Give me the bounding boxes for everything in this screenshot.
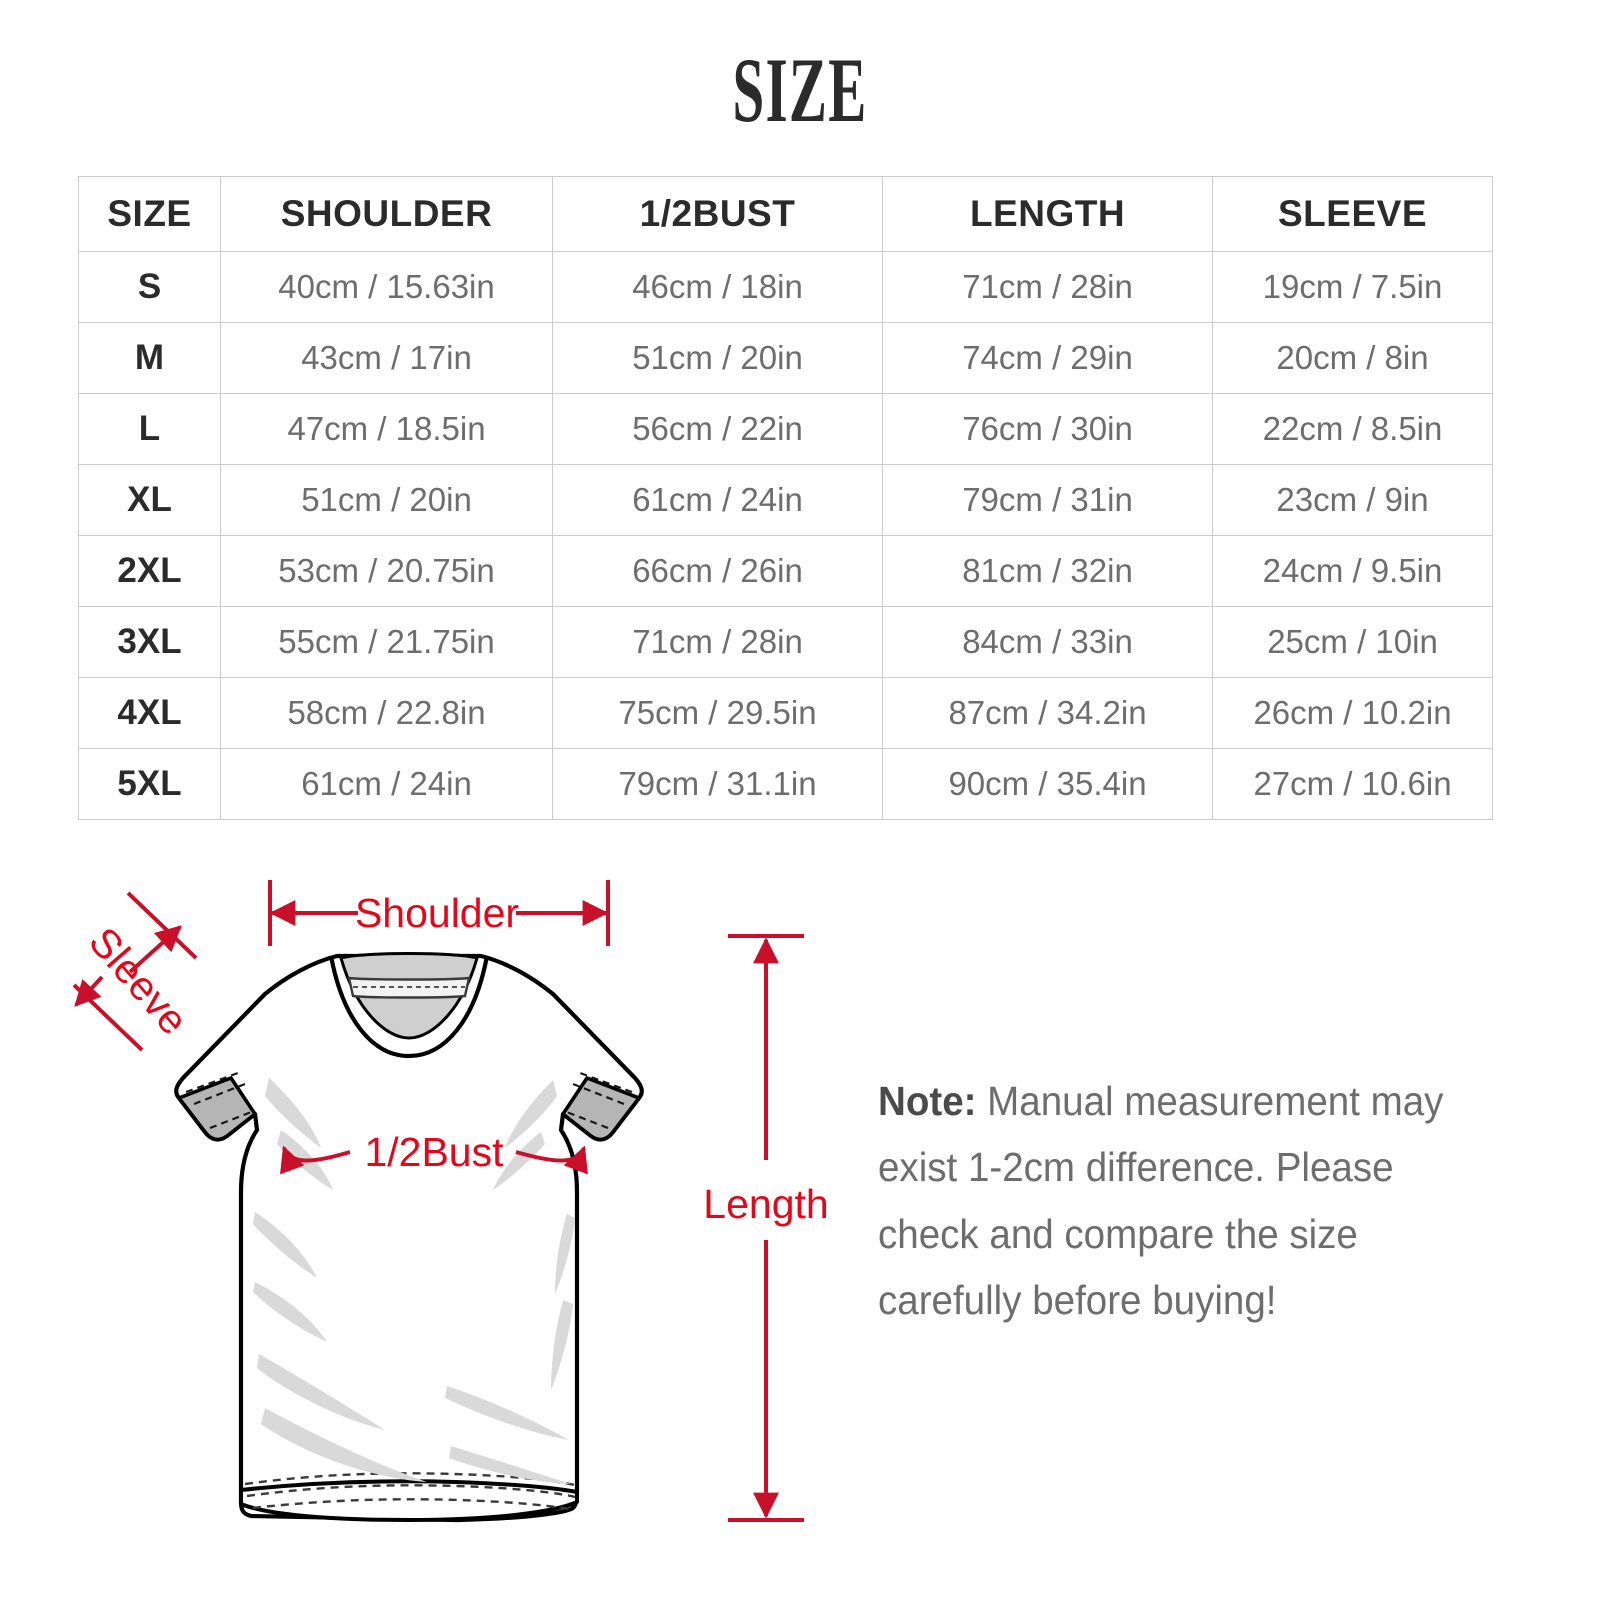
cell-bust: 75cm / 29.5in xyxy=(552,677,883,749)
cell-length: 76cm / 30in xyxy=(882,393,1213,465)
cell-sleeve: 19cm / 7.5in xyxy=(1212,251,1493,323)
table-row: 3XL 55cm / 21.75in 71cm / 28in 84cm / 33… xyxy=(78,606,1493,678)
table-row: S 40cm / 15.63in 46cm / 18in 71cm / 28in… xyxy=(78,251,1493,323)
table-row: XL 51cm / 20in 61cm / 24in 79cm / 31in 2… xyxy=(78,464,1493,536)
column-header-bust: 1/2BUST xyxy=(552,176,883,252)
cell-length: 90cm / 35.4in xyxy=(882,748,1213,820)
shoulder-dimension xyxy=(268,880,610,946)
measurement-diagram: Shoulder Sleeve 1/2Bust Length Note: Man… xyxy=(0,830,1600,1600)
tshirt-illustration xyxy=(174,952,644,1523)
cell-shoulder: 61cm / 24in xyxy=(220,748,553,820)
cell-bust: 61cm / 24in xyxy=(552,464,883,536)
fabric-wrinkles xyxy=(253,1078,575,1484)
cell-shoulder: 58cm / 22.8in xyxy=(220,677,553,749)
column-header-size: SIZE xyxy=(78,176,221,252)
cell-sleeve: 20cm / 8in xyxy=(1212,322,1493,394)
cell-size: S xyxy=(78,251,221,323)
table-row: L 47cm / 18.5in 56cm / 22in 76cm / 30in … xyxy=(78,393,1493,465)
measurement-note: Note: Manual measurement may exist 1-2cm… xyxy=(878,1068,1453,1334)
bottom-hem xyxy=(239,1472,579,1522)
cell-sleeve: 27cm / 10.6in xyxy=(1212,748,1493,820)
cell-bust: 46cm / 18in xyxy=(552,251,883,323)
cell-length: 84cm / 33in xyxy=(882,606,1213,678)
cell-sleeve: 24cm / 9.5in xyxy=(1212,535,1493,607)
length-label: Length xyxy=(703,1181,828,1227)
cell-size: M xyxy=(78,322,221,394)
cell-shoulder: 43cm / 17in xyxy=(220,322,553,394)
cell-shoulder: 40cm / 15.63in xyxy=(220,251,553,323)
note-text: Manual measurement may exist 1-2cm diffe… xyxy=(878,1078,1444,1324)
cell-length: 87cm / 34.2in xyxy=(882,677,1213,749)
column-header-sleeve: SLEEVE xyxy=(1212,176,1493,252)
bust-dimension xyxy=(280,1145,588,1175)
column-header-shoulder: SHOULDER xyxy=(220,176,553,252)
cell-size: 2XL xyxy=(78,535,221,607)
cell-size: L xyxy=(78,393,221,465)
cell-shoulder: 53cm / 20.75in xyxy=(220,535,553,607)
table-row: M 43cm / 17in 51cm / 20in 74cm / 29in 20… xyxy=(78,322,1493,394)
measurement-annotations: Shoulder Sleeve 1/2Bust Length xyxy=(72,880,829,1522)
cell-sleeve: 25cm / 10in xyxy=(1212,606,1493,678)
column-header-length: LENGTH xyxy=(882,176,1213,252)
cell-shoulder: 51cm / 20in xyxy=(220,464,553,536)
cell-size: XL xyxy=(78,464,221,536)
cell-sleeve: 23cm / 9in xyxy=(1212,464,1493,536)
cell-size: 3XL xyxy=(78,606,221,678)
page-title: SIZE xyxy=(732,39,868,141)
cell-length: 81cm / 32in xyxy=(882,535,1213,607)
table-row: 4XL 58cm / 22.8in 75cm / 29.5in 87cm / 3… xyxy=(78,677,1493,749)
bust-label: 1/2Bust xyxy=(364,1129,504,1175)
cell-bust: 66cm / 26in xyxy=(552,535,883,607)
cell-bust: 56cm / 22in xyxy=(552,393,883,465)
cell-sleeve: 22cm / 8.5in xyxy=(1212,393,1493,465)
cell-size: 5XL xyxy=(78,748,221,820)
collar xyxy=(328,952,490,1059)
cell-sleeve: 26cm / 10.2in xyxy=(1212,677,1493,749)
cell-length: 74cm / 29in xyxy=(882,322,1213,394)
cell-bust: 79cm / 31.1in xyxy=(552,748,883,820)
shoulder-label: Shoulder xyxy=(355,890,519,936)
cell-bust: 51cm / 20in xyxy=(552,322,883,394)
length-dimension xyxy=(728,934,804,1522)
note-label: Note: xyxy=(878,1078,977,1124)
table-header-row: SIZE SHOULDER 1/2BUST LENGTH SLEEVE xyxy=(78,176,1493,252)
sleeve-cuffs xyxy=(177,1071,641,1142)
cell-bust: 71cm / 28in xyxy=(552,606,883,678)
table-row: 5XL 61cm / 24in 79cm / 31.1in 90cm / 35.… xyxy=(78,748,1493,820)
cell-length: 79cm / 31in xyxy=(882,464,1213,536)
cell-shoulder: 47cm / 18.5in xyxy=(220,393,553,465)
cell-size: 4XL xyxy=(78,677,221,749)
cell-length: 71cm / 28in xyxy=(882,251,1213,323)
size-chart-table: SIZE SHOULDER 1/2BUST LENGTH SLEEVE S 40… xyxy=(78,176,1493,820)
cell-shoulder: 55cm / 21.75in xyxy=(220,606,553,678)
sleeve-dimension xyxy=(72,891,198,1052)
table-row: 2XL 53cm / 20.75in 66cm / 26in 81cm / 32… xyxy=(78,535,1493,607)
